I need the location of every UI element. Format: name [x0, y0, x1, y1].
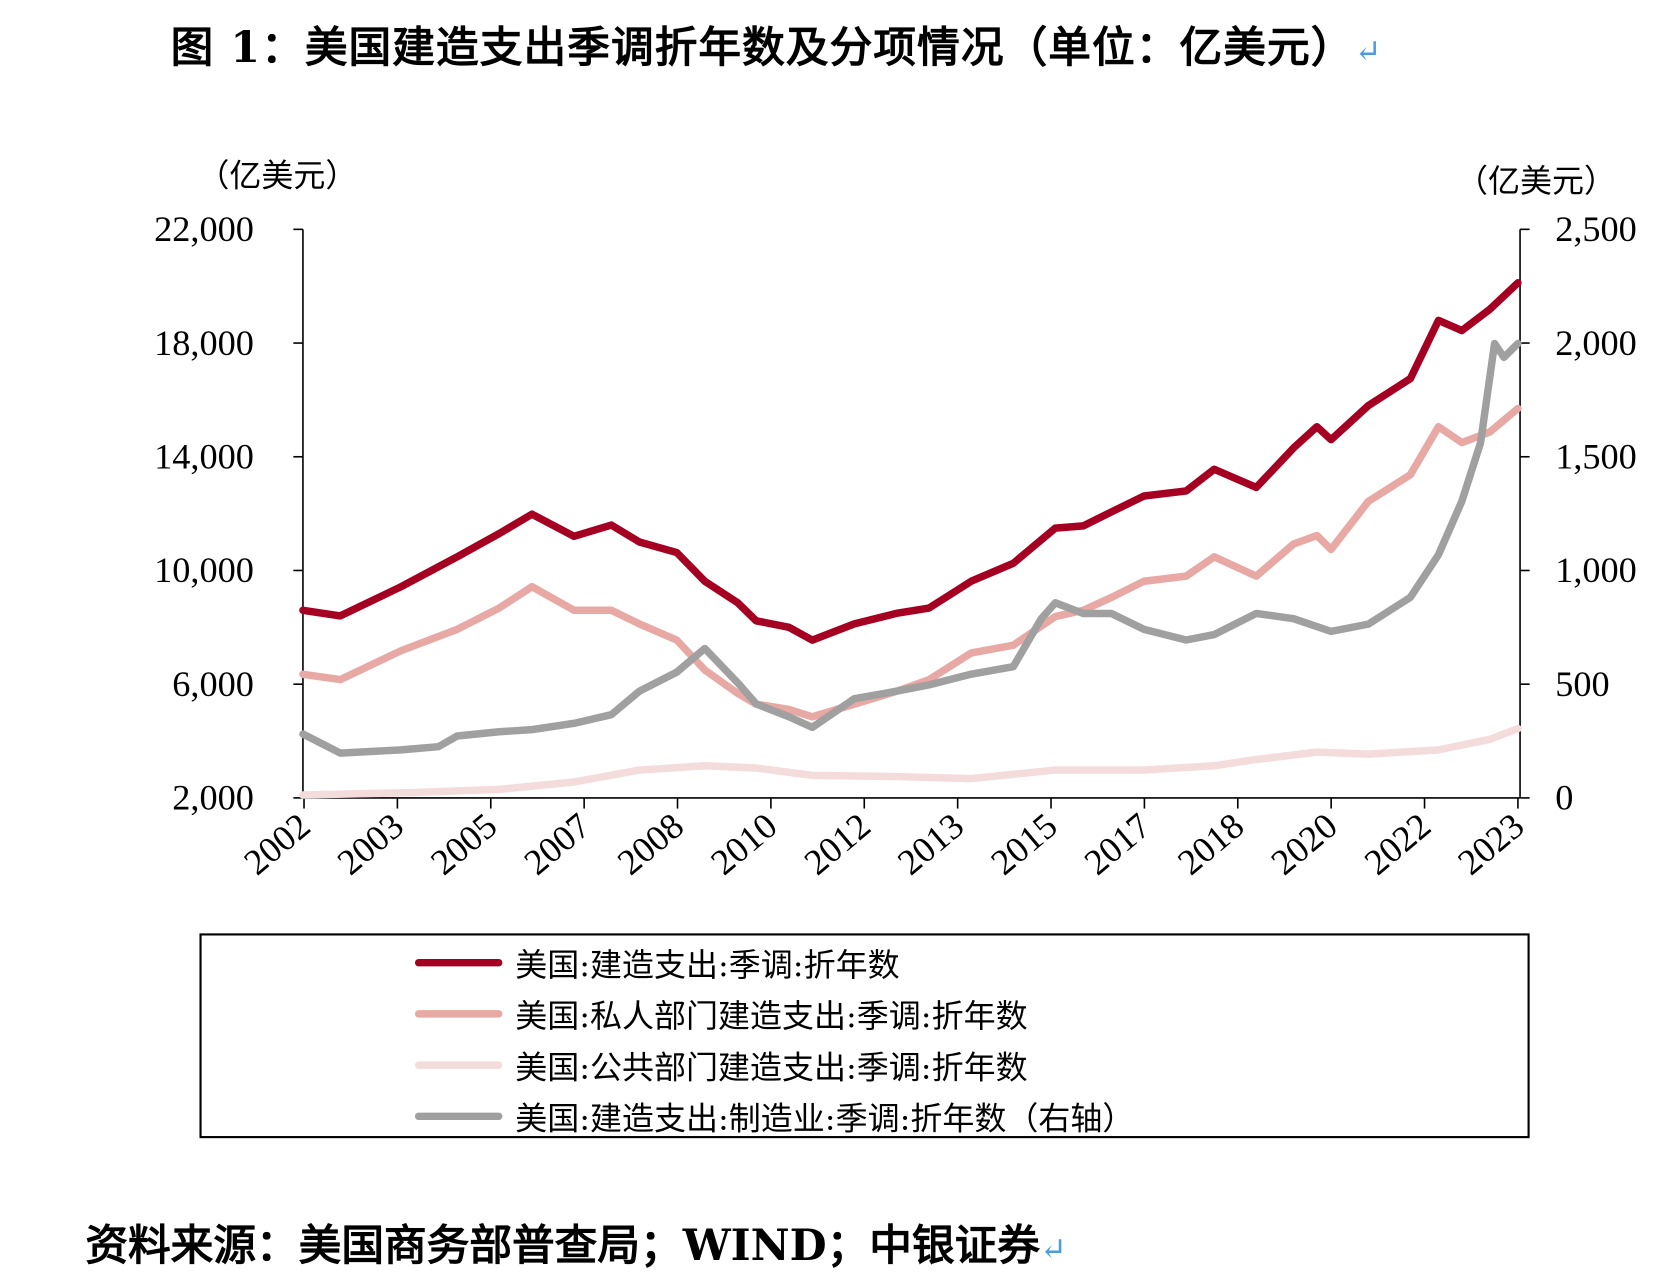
legend-item-manufacturing: 美国:建造支出:制造业:季调:折年数（右轴）: [414, 1094, 1135, 1139]
left-axis-unit: （亿美元）: [197, 157, 358, 196]
source-text: 资料来源：美国商务部普查局；WIND；中银证券: [85, 1220, 1040, 1271]
x-tick-label: 2023: [1450, 805, 1531, 882]
series-line-0: [299, 279, 1522, 644]
legend-label: 美国:私人部门建造支出:季调:折年数: [515, 998, 1028, 1036]
left-tick-label: 18,000: [154, 323, 254, 363]
right-axis-unit: （亿美元）: [1456, 163, 1617, 201]
x-tick-label: 2022: [1357, 805, 1438, 882]
x-tick-label: 2018: [1170, 805, 1251, 882]
source-note: 资料来源：美国商务部普查局；WIND；中银证券↵: [85, 1211, 1066, 1273]
x-tick-label: 2015: [983, 805, 1064, 882]
right-tick-label: 1,000: [1555, 550, 1637, 590]
series-line-1: [299, 404, 1522, 721]
right-tick-label: 500: [1555, 664, 1609, 704]
legend-swatch: [414, 1009, 503, 1018]
x-tick-label: 2017: [1077, 805, 1158, 882]
right-tick-label: 0: [1555, 778, 1573, 818]
x-tick-label: 2010: [703, 805, 784, 882]
figure-title: 图 1：美国建造支出季调折年数及分项情况（单位：亿美元）↵: [171, 13, 1383, 75]
series-line-3: [299, 339, 1522, 757]
legend-item-private: 美国:私人部门建造支出:季调:折年数: [414, 992, 1028, 1036]
x-tick-label: 2013: [890, 805, 971, 882]
left-tick-label: 10,000: [154, 550, 254, 590]
legend-swatch: [414, 1112, 503, 1120]
legend-label: 美国:公共部门建造支出:季调:折年数: [515, 1049, 1028, 1087]
right-tick-label: 2,000: [1555, 323, 1637, 363]
series-line-2: [299, 724, 1522, 799]
paragraph-mark-icon: ↵: [1039, 1230, 1067, 1269]
chart-plot: 22,000 18,000 14,000 10,000 6,000 2,000 2,500 2…: [154, 209, 1637, 883]
right-tick-label: 1,500: [1555, 436, 1637, 476]
title-text: 图 1：美国建造支出季调折年数及分项情况（单位：亿美元）: [170, 22, 1355, 73]
legend-label: 美国:建造支出:季调:折年数: [515, 947, 900, 985]
left-tick-label: 2,000: [172, 778, 254, 818]
x-tick-label: 2012: [797, 805, 878, 882]
left-tick-label: 6,000: [172, 664, 254, 704]
left-tick-label: 22,000: [154, 209, 254, 249]
x-tick-label: 2020: [1264, 805, 1345, 882]
x-tick-label: 2003: [330, 805, 411, 882]
right-tick-label: 2,500: [1555, 209, 1637, 249]
paragraph-mark-icon: ↵: [1354, 33, 1383, 71]
left-tick-label: 14,000: [154, 436, 254, 476]
legend-swatch: [414, 1060, 503, 1069]
x-tick-label: 2007: [517, 805, 598, 882]
legend-label: 美国:建造支出:制造业:季调:折年数（右轴）: [515, 1100, 1135, 1139]
x-tick-label: 2005: [423, 805, 504, 882]
x-tick-label: 2008: [610, 805, 691, 882]
legend-item-public: 美国:公共部门建造支出:季调:折年数: [414, 1043, 1028, 1087]
legend-swatch: [414, 958, 503, 966]
legend: 美国:建造支出:季调:折年数 美国:私人部门建造支出:季调:折年数 美国:公共部…: [199, 933, 1530, 1139]
legend-item-total: 美国:建造支出:季调:折年数: [414, 941, 900, 985]
